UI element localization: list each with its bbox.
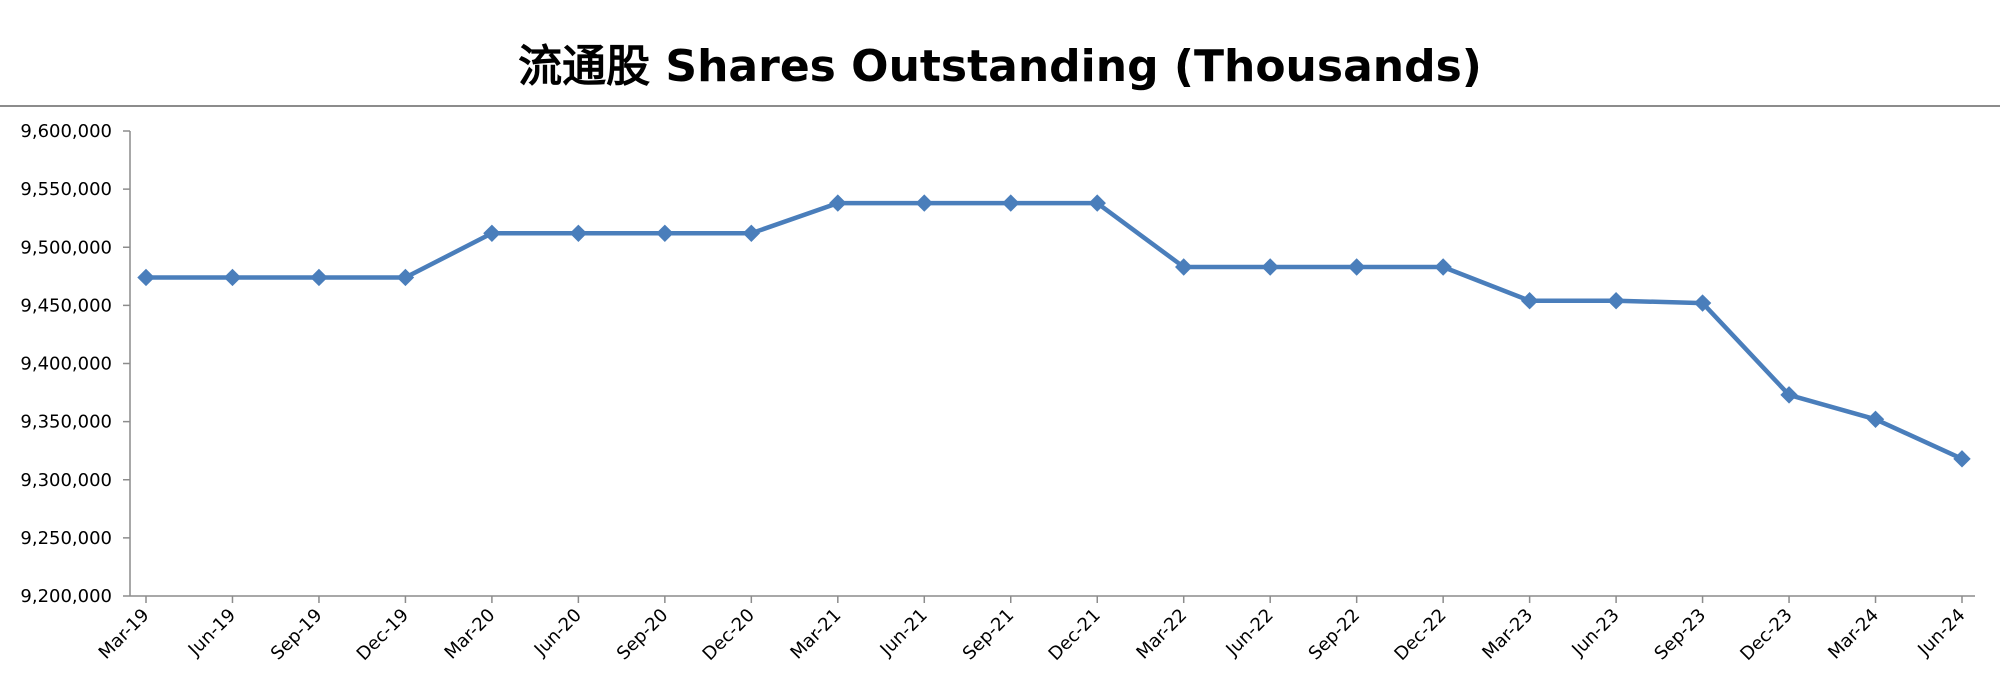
y-axis-ticks: 9,200,000 9,250,000 9,300,000 9,350,000 9,40…: [20, 121, 130, 607]
x-tick-label: Sep-19: [267, 605, 327, 665]
title-divider: [0, 105, 2000, 107]
x-tick-label: Sep-21: [959, 605, 1019, 665]
x-tick-label: Jun-22: [1221, 605, 1277, 661]
x-tick-label: Jun-23: [1567, 605, 1623, 661]
x-tick-label: Dec-20: [699, 605, 759, 665]
y-tick-label: 9,250,000: [20, 528, 112, 549]
data-point-marker: [569, 224, 588, 243]
x-tick-label: Sep-22: [1305, 605, 1365, 665]
series-line: [146, 200, 1963, 461]
data-point-marker: [1434, 258, 1452, 276]
x-tick-label: Dec-21: [1045, 605, 1105, 665]
data-point-marker: [1261, 258, 1279, 276]
x-tick-label: Dec-22: [1390, 605, 1450, 665]
y-tick-label: 9,500,000: [20, 237, 112, 258]
y-tick-label: 9,400,000: [20, 354, 112, 375]
data-point-marker: [656, 224, 674, 243]
x-tick-label: Dec-23: [1736, 605, 1796, 665]
data-point-marker: [1693, 294, 1712, 312]
data-point-marker: [1347, 258, 1366, 276]
data-point-marker: [137, 268, 155, 287]
data-point-marker: [1088, 194, 1106, 212]
series-group: [137, 194, 1971, 468]
data-point-marker: [483, 224, 501, 243]
x-tick-label: Sep-20: [613, 605, 673, 665]
x-axis-ticks: Mar-19 Jun-19 Sep-19 Dec-19 Mar-20 Jun-20 Sep-…: [95, 596, 1970, 665]
data-point-marker: [915, 194, 933, 212]
y-tick-label: 9,450,000: [20, 295, 112, 316]
data-point-marker: [310, 268, 328, 287]
x-tick-label: Dec-19: [353, 605, 413, 665]
x-tick-label: Mar-22: [1132, 605, 1191, 664]
y-tick-label: 9,550,000: [20, 179, 112, 200]
y-tick-label: 9,300,000: [20, 470, 112, 491]
data-point-marker: [1175, 258, 1193, 276]
x-tick-label: Jun-20: [530, 605, 586, 661]
x-tick-label: Jun-19: [184, 605, 240, 661]
x-tick-label: Mar-23: [1478, 605, 1537, 664]
y-tick-label: 9,200,000: [20, 586, 112, 607]
data-point-marker: [829, 194, 847, 212]
y-tick-label: 9,600,000: [20, 121, 112, 142]
x-tick-label: Jun-21: [876, 605, 932, 661]
data-point-marker: [1520, 292, 1539, 310]
data-point-marker: [742, 224, 761, 243]
x-tick-label: Mar-24: [1824, 605, 1883, 664]
data-point-marker: [1780, 386, 1798, 404]
chart-title: 流通股 Shares Outstanding (Thousands): [518, 41, 1482, 92]
data-point-marker: [396, 268, 415, 287]
data-point-marker: [1607, 292, 1625, 310]
data-point-marker: [1866, 410, 1885, 429]
x-tick-label: Mar-21: [787, 605, 846, 664]
data-point-marker: [1953, 450, 1971, 468]
x-tick-label: Sep-23: [1650, 605, 1710, 665]
x-tick-label: Jun-24: [1913, 605, 1969, 661]
x-tick-label: Mar-20: [441, 605, 500, 664]
chart-axes: [129, 131, 1975, 597]
data-point-marker: [1002, 194, 1020, 212]
x-tick-label: Mar-19: [95, 605, 154, 664]
data-point-marker: [223, 268, 242, 287]
y-tick-label: 9,350,000: [20, 412, 112, 433]
